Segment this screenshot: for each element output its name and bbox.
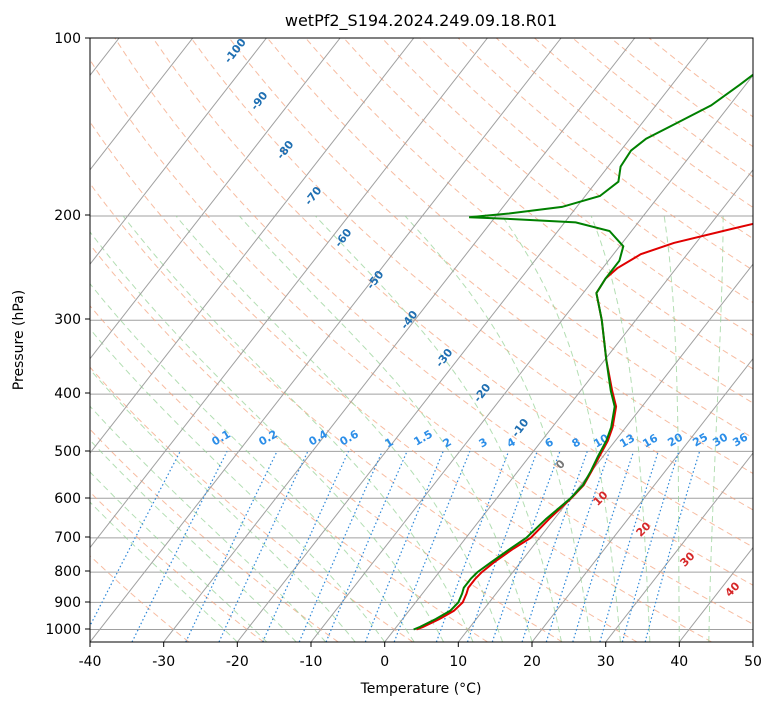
x-tick-label: 0 xyxy=(380,654,389,670)
chart-title: wetPf2_S194.2024.249.09.18.R01 xyxy=(285,11,557,31)
y-axis-label: Pressure (hPa) xyxy=(11,290,27,390)
x-tick-label: -40 xyxy=(79,654,102,670)
mixing-ratio-line xyxy=(298,451,383,642)
plot-frame xyxy=(89,37,754,643)
plot-area: -100 -90 -80 -70 -60 -50 -40 -30 -20 -10… xyxy=(90,38,753,642)
y-tick-label: 500 xyxy=(54,444,81,460)
isotherm-line xyxy=(90,38,562,642)
x-tick-label: 30 xyxy=(597,654,615,670)
isotherm-line xyxy=(605,452,753,642)
dewpoint-profile-line xyxy=(413,73,753,631)
y-axis: 100 200 300 400 500 600 700 800 900 1000… xyxy=(11,31,90,638)
moist-adiabat-line xyxy=(90,231,445,642)
y-tick-label: 100 xyxy=(54,31,81,47)
isotherm-line xyxy=(384,168,753,642)
moist-adiabat-line xyxy=(90,501,238,642)
moist-adiabat-line xyxy=(239,215,533,642)
isotherm-line xyxy=(90,38,415,454)
moist-adiabat-line xyxy=(90,439,297,642)
moist-adiabat-line xyxy=(90,368,356,642)
x-tick-label: 20 xyxy=(523,654,541,670)
dry-adiabat-line xyxy=(228,38,753,475)
dry-adiabat-line xyxy=(90,58,753,625)
mixing-ratio-line xyxy=(545,451,610,642)
mixing-ratio-line xyxy=(435,451,510,642)
moist-adiabats xyxy=(90,215,724,642)
dry-adiabat-line xyxy=(90,428,339,642)
mixing-ratio-line xyxy=(393,451,471,642)
mixing-ratio-line xyxy=(521,451,588,642)
x-axis: -40 -30 -20 -10 0 10 20 30 40 50 Tempera… xyxy=(79,642,762,697)
isotherm-line xyxy=(236,38,709,642)
y-tick-label: 900 xyxy=(54,595,81,611)
moist-adiabat-line xyxy=(663,215,680,642)
mixing-ratio-line xyxy=(262,451,350,642)
mixing-ratio-line xyxy=(466,451,538,642)
isotherm-line xyxy=(310,74,753,642)
x-tick-label: -20 xyxy=(226,654,249,670)
x-tick-label: 40 xyxy=(670,654,688,670)
x-axis-label: Temperature (°C) xyxy=(360,681,482,697)
moist-adiabat-line xyxy=(315,215,562,642)
isotherm-line xyxy=(90,38,341,360)
mixing-ratio-line xyxy=(131,451,228,642)
y-tick-label: 700 xyxy=(54,530,81,546)
mixing-ratio-line xyxy=(599,451,659,642)
y-tick-label: 300 xyxy=(54,312,81,328)
isotherm-line xyxy=(163,38,636,642)
dry-adiabat-line xyxy=(90,555,190,642)
dry-adiabat-line xyxy=(381,38,753,337)
moist-adiabat-line xyxy=(708,216,724,642)
dry-adiabat-line xyxy=(114,38,753,586)
y-tick-label: 400 xyxy=(54,386,81,402)
moist-adiabat-line xyxy=(501,215,621,642)
mixing-ratio-lines xyxy=(90,451,701,642)
mixing-ratio-line xyxy=(491,451,561,642)
x-tick-label: 10 xyxy=(449,654,467,670)
moist-adiabat-line xyxy=(590,215,651,642)
moist-adiabat-line xyxy=(90,471,268,642)
dry-adiabat-line xyxy=(90,243,563,642)
isotherm-line xyxy=(531,357,753,642)
x-tick-label: -30 xyxy=(152,654,175,670)
isotherm-line xyxy=(90,38,488,549)
moist-adiabat-line xyxy=(90,282,415,642)
isotherm-line xyxy=(457,263,753,642)
y-tick-label: 600 xyxy=(54,491,81,507)
isotherm-line xyxy=(90,38,267,266)
dry-adiabat-line xyxy=(419,38,753,304)
dry-adiabat-line xyxy=(90,182,638,642)
isotherm-line xyxy=(90,38,194,171)
mixing-ratio-line xyxy=(621,451,680,642)
mixing-ratio-line xyxy=(325,451,408,642)
dry-adiabat-line xyxy=(90,121,712,642)
y-tick-label: 200 xyxy=(54,208,81,224)
mixing-ratio-line xyxy=(364,451,444,642)
y-tick-label: 800 xyxy=(54,564,81,580)
mixing-ratio-line xyxy=(572,451,635,642)
dry-adiabats xyxy=(90,38,753,642)
y-tick-label: 1000 xyxy=(45,622,81,638)
profile-lines xyxy=(413,73,753,631)
isobar-grid xyxy=(90,38,753,630)
moist-adiabat-line xyxy=(90,405,327,642)
moist-adiabat-line xyxy=(175,215,503,642)
temperature-profile-line xyxy=(416,222,753,631)
dry-adiabat-line xyxy=(267,38,753,439)
isotherm-grid xyxy=(90,38,753,642)
mixing-ratio-line xyxy=(644,451,701,642)
x-tick-label: 50 xyxy=(744,654,762,670)
dry-adiabat-line xyxy=(90,305,488,642)
x-tick-label: -10 xyxy=(300,654,323,670)
